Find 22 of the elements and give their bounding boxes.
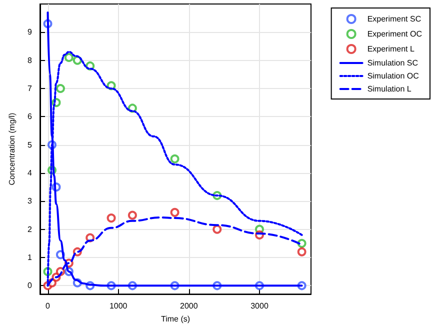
y-tick-label: 6 bbox=[28, 112, 33, 122]
y-tick-label: 5 bbox=[28, 140, 33, 150]
y-tick-label: 1 bbox=[28, 252, 33, 262]
x-tick-label: 1000 bbox=[109, 302, 128, 311]
legend-label: Experiment SC bbox=[367, 14, 422, 24]
x-tick-label: 3000 bbox=[250, 302, 269, 311]
legend-label: Experiment L bbox=[367, 44, 415, 54]
y-tick-label: 4 bbox=[28, 168, 33, 178]
y-tick-label: 2 bbox=[28, 224, 33, 234]
legend-label: Simulation OC bbox=[367, 72, 420, 80]
y-tick-label: 8 bbox=[28, 56, 33, 65]
legend-label: Simulation L bbox=[367, 84, 412, 94]
y-tick-label: 3 bbox=[28, 196, 33, 206]
y-axis-title: Concentration (mg/l) bbox=[8, 112, 16, 186]
legend-label: Experiment OC bbox=[367, 30, 422, 38]
y-tick-label: 9 bbox=[28, 28, 33, 37]
x-tick-label: 0 bbox=[46, 302, 51, 311]
y-tick-label: 7 bbox=[28, 84, 33, 93]
y-tick-label: 0 bbox=[28, 281, 33, 290]
x-tick-label: 2000 bbox=[180, 302, 198, 311]
x-axis-title: Time (s) bbox=[160, 314, 190, 324]
legend-label: Simulation SC bbox=[367, 58, 418, 68]
